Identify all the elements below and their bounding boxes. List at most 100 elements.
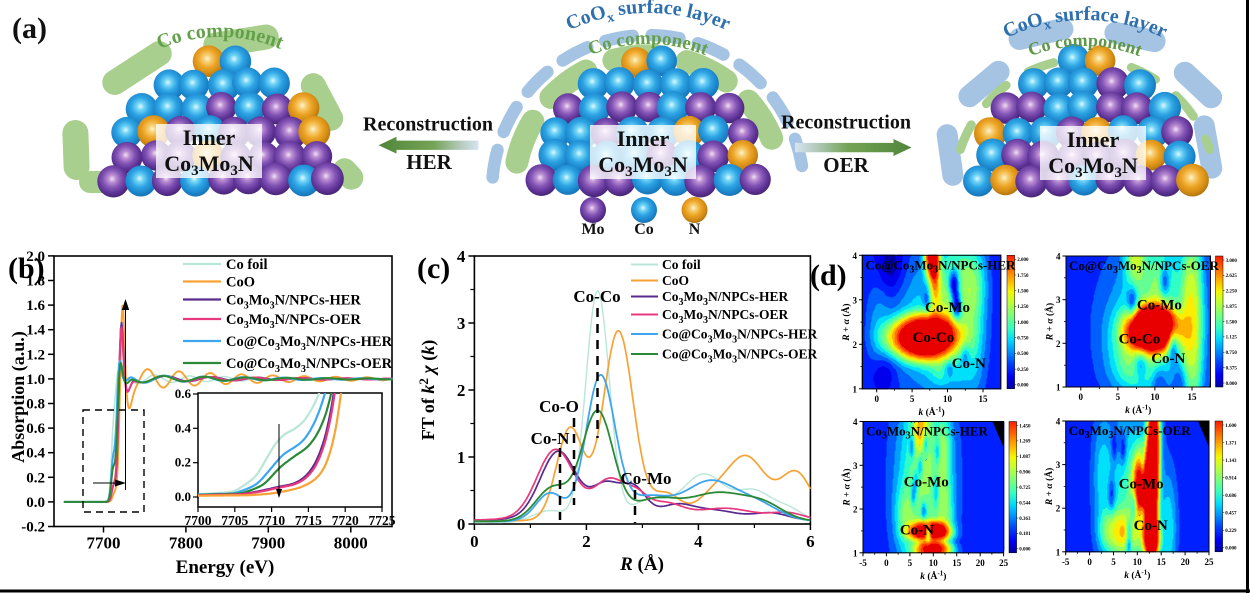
svg-text:0.0: 0.0 <box>26 495 45 511</box>
svg-text:(a): (a) <box>12 12 47 45</box>
svg-text:1: 1 <box>853 384 858 394</box>
svg-text:1.500: 1.500 <box>1226 320 1238 325</box>
svg-text:1.4: 1.4 <box>26 323 45 339</box>
svg-text:0.500: 0.500 <box>1017 352 1029 357</box>
svg-text:Co-Co: Co-Co <box>573 287 620 306</box>
svg-text:R + α (Å): R + α (Å) <box>840 303 852 341</box>
svg-text:Co foil: Co foil <box>662 257 701 272</box>
svg-text:0.750: 0.750 <box>1226 351 1238 356</box>
svg-text:1.875: 1.875 <box>1226 305 1238 310</box>
svg-text:0.181: 0.181 <box>1019 532 1031 537</box>
svg-text:1: 1 <box>853 548 858 558</box>
svg-text:1.500: 1.500 <box>1017 290 1029 295</box>
svg-text:4: 4 <box>1056 252 1061 262</box>
svg-text:(d): (d) <box>810 259 847 292</box>
svg-text:0.914: 0.914 <box>1225 476 1237 481</box>
svg-text:0.000: 0.000 <box>1019 548 1031 553</box>
svg-text:Co3Mo3N/NPCs-OER: Co3Mo3N/NPCs-OER <box>226 312 361 331</box>
svg-text:Co: Co <box>634 221 654 238</box>
svg-text:1.2: 1.2 <box>26 347 45 363</box>
svg-text:1.000: 1.000 <box>1017 321 1029 326</box>
svg-text:R + α (Å): R + α (Å) <box>841 468 853 506</box>
svg-text:1.6: 1.6 <box>26 298 45 314</box>
svg-text:2: 2 <box>457 381 466 400</box>
svg-text:1.450: 1.450 <box>1019 424 1031 429</box>
svg-text:1.750: 1.750 <box>1017 274 1029 279</box>
svg-text:2: 2 <box>582 532 591 551</box>
svg-text:-0.2: -0.2 <box>21 520 45 536</box>
svg-text:2.625: 2.625 <box>1226 274 1238 279</box>
svg-text:1.0: 1.0 <box>26 372 45 388</box>
svg-text:Co-Co: Co-Co <box>1119 331 1161 347</box>
svg-text:-5: -5 <box>1062 557 1070 567</box>
svg-text:0.725: 0.725 <box>1019 486 1031 491</box>
svg-text:0: 0 <box>874 394 879 404</box>
svg-text:R + α (Å): R + α (Å) <box>1044 303 1056 341</box>
svg-text:5: 5 <box>1116 392 1121 402</box>
svg-text:Co@Co3Mo3N/NPCs-OER: Co@Co3Mo3N/NPCs-OER <box>1069 258 1220 276</box>
svg-text:Reconstruction: Reconstruction <box>363 114 493 136</box>
svg-text:Absorption (a.u.): Absorption (a.u.) <box>8 331 29 463</box>
svg-text:Co@Co3Mo3N/NPCs-OER: Co@Co3Mo3N/NPCs-OER <box>662 347 818 366</box>
svg-text:Co3Mo3N/NPCs-HER: Co3Mo3N/NPCs-HER <box>866 424 989 442</box>
svg-text:1: 1 <box>457 448 466 467</box>
svg-text:1.087: 1.087 <box>1019 455 1031 460</box>
svg-text:Inner: Inner <box>1067 127 1120 152</box>
svg-text:7900: 7900 <box>251 534 285 553</box>
svg-text:5: 5 <box>910 394 915 404</box>
svg-text:Co-Co: Co-Co <box>913 330 955 346</box>
svg-text:10: 10 <box>1133 557 1143 567</box>
svg-text:0.2: 0.2 <box>175 455 191 470</box>
svg-text:Mo: Mo <box>581 221 604 238</box>
svg-text:Co3Mo3N: Co3Mo3N <box>598 152 688 180</box>
svg-text:2: 2 <box>1056 504 1061 514</box>
svg-text:2.000: 2.000 <box>1017 258 1029 263</box>
svg-text:0.2: 0.2 <box>26 470 45 486</box>
svg-text:0.544: 0.544 <box>1019 501 1031 506</box>
svg-text:15: 15 <box>1157 557 1167 567</box>
svg-text:0: 0 <box>470 532 479 551</box>
svg-text:Co-N: Co-N <box>1151 351 1185 367</box>
svg-text:Co3Mo3N/NPCs-HER: Co3Mo3N/NPCs-HER <box>226 293 361 312</box>
svg-text:Co@Co3Mo3N/NPCs-OER: Co@Co3Mo3N/NPCs-OER <box>226 356 393 375</box>
svg-text:1.250: 1.250 <box>1017 305 1029 310</box>
svg-text:0.906: 0.906 <box>1019 471 1031 476</box>
svg-text:1: 1 <box>1056 383 1061 393</box>
svg-text:15: 15 <box>979 394 989 404</box>
svg-text:Co-Mo: Co-Mo <box>925 300 970 316</box>
svg-text:0.375: 0.375 <box>1226 366 1238 371</box>
svg-text:25: 25 <box>999 558 1009 568</box>
svg-text:6: 6 <box>806 532 815 551</box>
svg-text:7710: 7710 <box>258 513 285 528</box>
svg-text:Co-Mo: Co-Mo <box>904 474 949 490</box>
svg-text:10: 10 <box>929 558 939 568</box>
svg-text:2.0: 2.0 <box>26 249 45 265</box>
svg-text:3: 3 <box>853 295 858 305</box>
svg-text:Inner: Inner <box>617 126 670 151</box>
svg-text:20: 20 <box>1181 557 1191 567</box>
svg-text:7720: 7720 <box>332 513 359 528</box>
svg-text:7700: 7700 <box>185 513 212 528</box>
svg-text:0.229: 0.229 <box>1225 529 1237 534</box>
svg-text:15: 15 <box>952 558 962 568</box>
svg-text:0.0: 0.0 <box>175 489 191 504</box>
svg-text:1: 1 <box>1056 547 1061 557</box>
svg-text:Inner: Inner <box>183 125 236 150</box>
svg-text:4: 4 <box>457 247 466 266</box>
svg-text:0: 0 <box>884 558 889 568</box>
svg-text:8000: 8000 <box>334 534 368 553</box>
svg-text:3: 3 <box>457 314 466 333</box>
svg-text:0.000: 0.000 <box>1017 384 1029 389</box>
svg-text:Co-O: Co-O <box>539 397 579 416</box>
svg-text:Co3Mo3N: Co3Mo3N <box>164 151 254 179</box>
svg-text:(c): (c) <box>417 252 450 285</box>
svg-text:Co3Mo3N/NPCs-OER: Co3Mo3N/NPCs-OER <box>1069 423 1192 441</box>
svg-text:Co-N: Co-N <box>531 429 570 448</box>
svg-text:0.8: 0.8 <box>26 397 45 413</box>
svg-text:Co foil: Co foil <box>226 257 267 273</box>
svg-text:k (Å-1): k (Å-1) <box>1125 404 1151 417</box>
svg-text:5: 5 <box>1111 557 1116 567</box>
svg-text:0.250: 0.250 <box>1017 368 1029 373</box>
svg-text:1.125: 1.125 <box>1226 336 1238 341</box>
svg-text:k (Å-1): k (Å-1) <box>920 569 946 582</box>
